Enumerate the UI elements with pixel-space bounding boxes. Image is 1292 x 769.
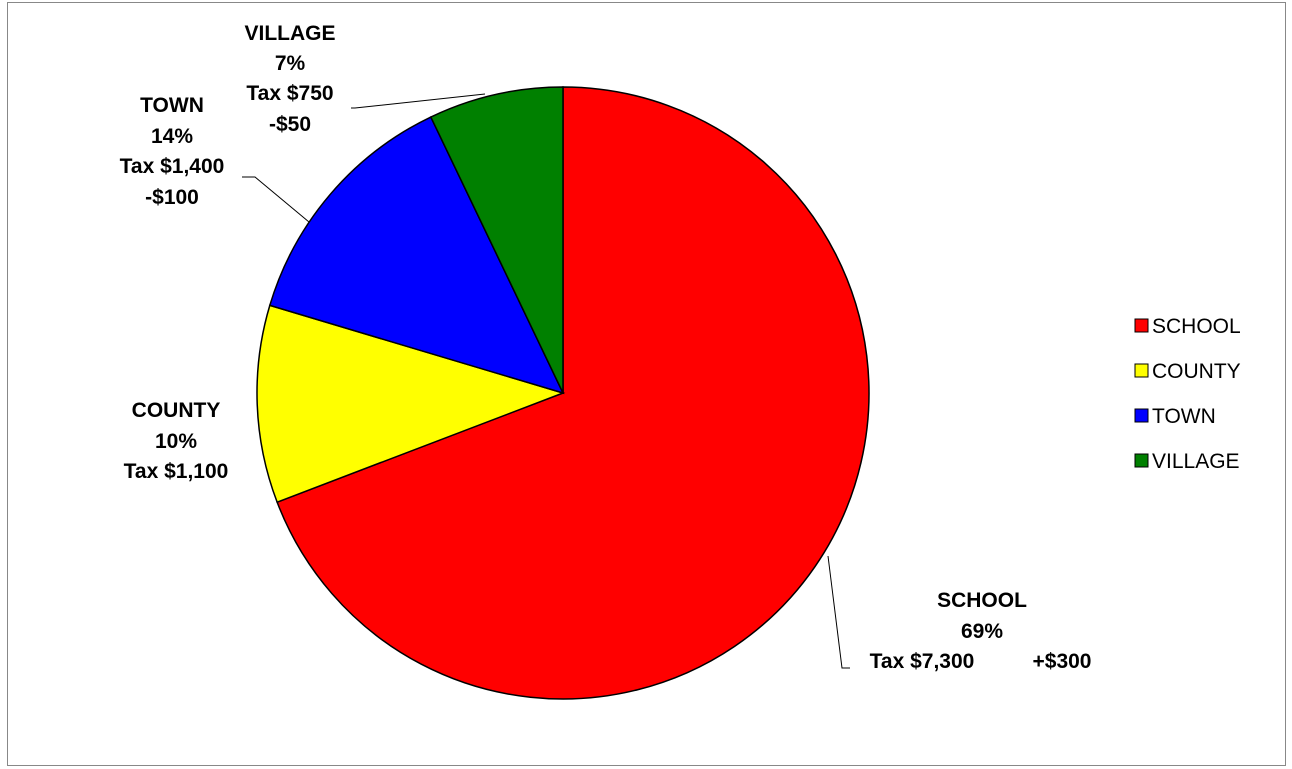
label-county-tax: Tax $1,100 xyxy=(124,460,229,483)
label-county: COUNTY 10% Tax $1,100 xyxy=(124,399,229,483)
label-county-name: COUNTY xyxy=(132,399,221,422)
leader-line-school xyxy=(827,555,850,669)
label-village-name: VILLAGE xyxy=(244,22,335,45)
leader-line-town xyxy=(242,176,310,223)
label-village: VILLAGE 7% Tax $750 -$50 xyxy=(244,22,335,136)
leader-line-village xyxy=(351,93,486,109)
legend-label-town: TOWN xyxy=(1152,405,1216,428)
label-town-percent: 14% xyxy=(151,125,193,148)
label-school: SCHOOL 69% Tax $7,300 +$300 xyxy=(870,589,1092,673)
label-town-name: TOWN xyxy=(140,94,204,117)
legend-swatch-school xyxy=(1134,318,1149,333)
label-village-percent: 7% xyxy=(275,52,306,75)
label-town: TOWN 14% Tax $1,400 -$100 xyxy=(120,94,225,209)
legend-label-county: COUNTY xyxy=(1152,360,1241,383)
label-village-tax: Tax $750 xyxy=(246,82,333,105)
label-school-tax: Tax $7,300 xyxy=(870,650,975,673)
legend-label-school: SCHOOL xyxy=(1152,315,1241,338)
pie-slice-town xyxy=(268,116,565,395)
pie-slice-county xyxy=(256,304,566,504)
label-county-percent: 10% xyxy=(155,430,197,453)
leader-lines xyxy=(242,93,850,669)
legend-label-village: VILLAGE xyxy=(1152,450,1240,473)
label-town-tax: Tax $1,400 xyxy=(120,155,225,178)
legend-swatch-county xyxy=(1134,363,1149,378)
pie-slice-school xyxy=(276,86,870,700)
legend: SCHOOL COUNTY TOWN VILLAGE xyxy=(1134,315,1241,473)
label-school-name: SCHOOL xyxy=(937,589,1027,612)
label-school-percent: 69% xyxy=(961,620,1003,643)
pie-slices xyxy=(256,86,870,700)
legend-swatch-village xyxy=(1134,453,1149,468)
label-village-change: -$50 xyxy=(269,113,311,136)
label-town-change: -$100 xyxy=(145,186,199,209)
label-school-change: +$300 xyxy=(1033,650,1092,673)
legend-swatch-town xyxy=(1134,408,1149,423)
pie-slice-village xyxy=(429,86,564,394)
